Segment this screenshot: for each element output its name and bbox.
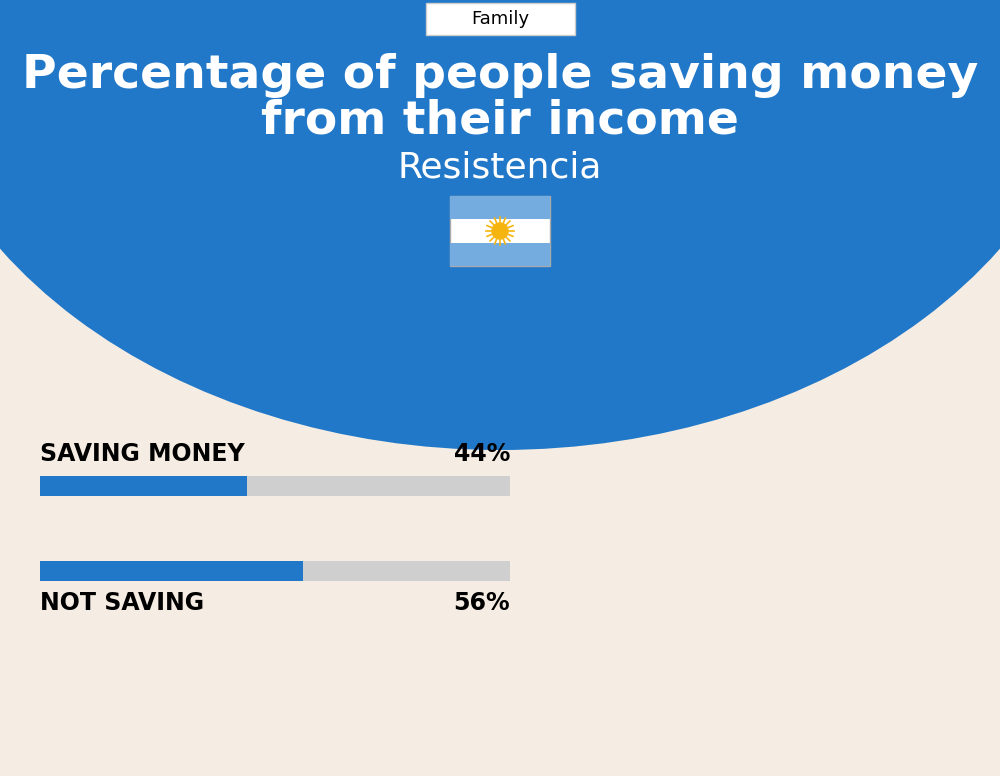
Bar [40,561,510,581]
Text: 56%: 56% [453,591,510,615]
Text: from their income: from their income [261,99,739,144]
Text: NOT SAVING: NOT SAVING [40,591,204,615]
Text: Resistencia: Resistencia [398,151,602,185]
Text: Percentage of people saving money: Percentage of people saving money [22,54,978,99]
Bar [40,476,247,496]
Text: 44%: 44% [454,442,510,466]
Bar [40,476,510,496]
Bar [450,243,550,266]
Bar [450,196,550,220]
Text: Family: Family [471,10,529,28]
Text: SAVING MONEY: SAVING MONEY [40,442,245,466]
Circle shape [492,223,508,239]
FancyBboxPatch shape [426,3,574,35]
Ellipse shape [0,0,1000,450]
Bar [450,196,550,266]
Bar [40,561,303,581]
